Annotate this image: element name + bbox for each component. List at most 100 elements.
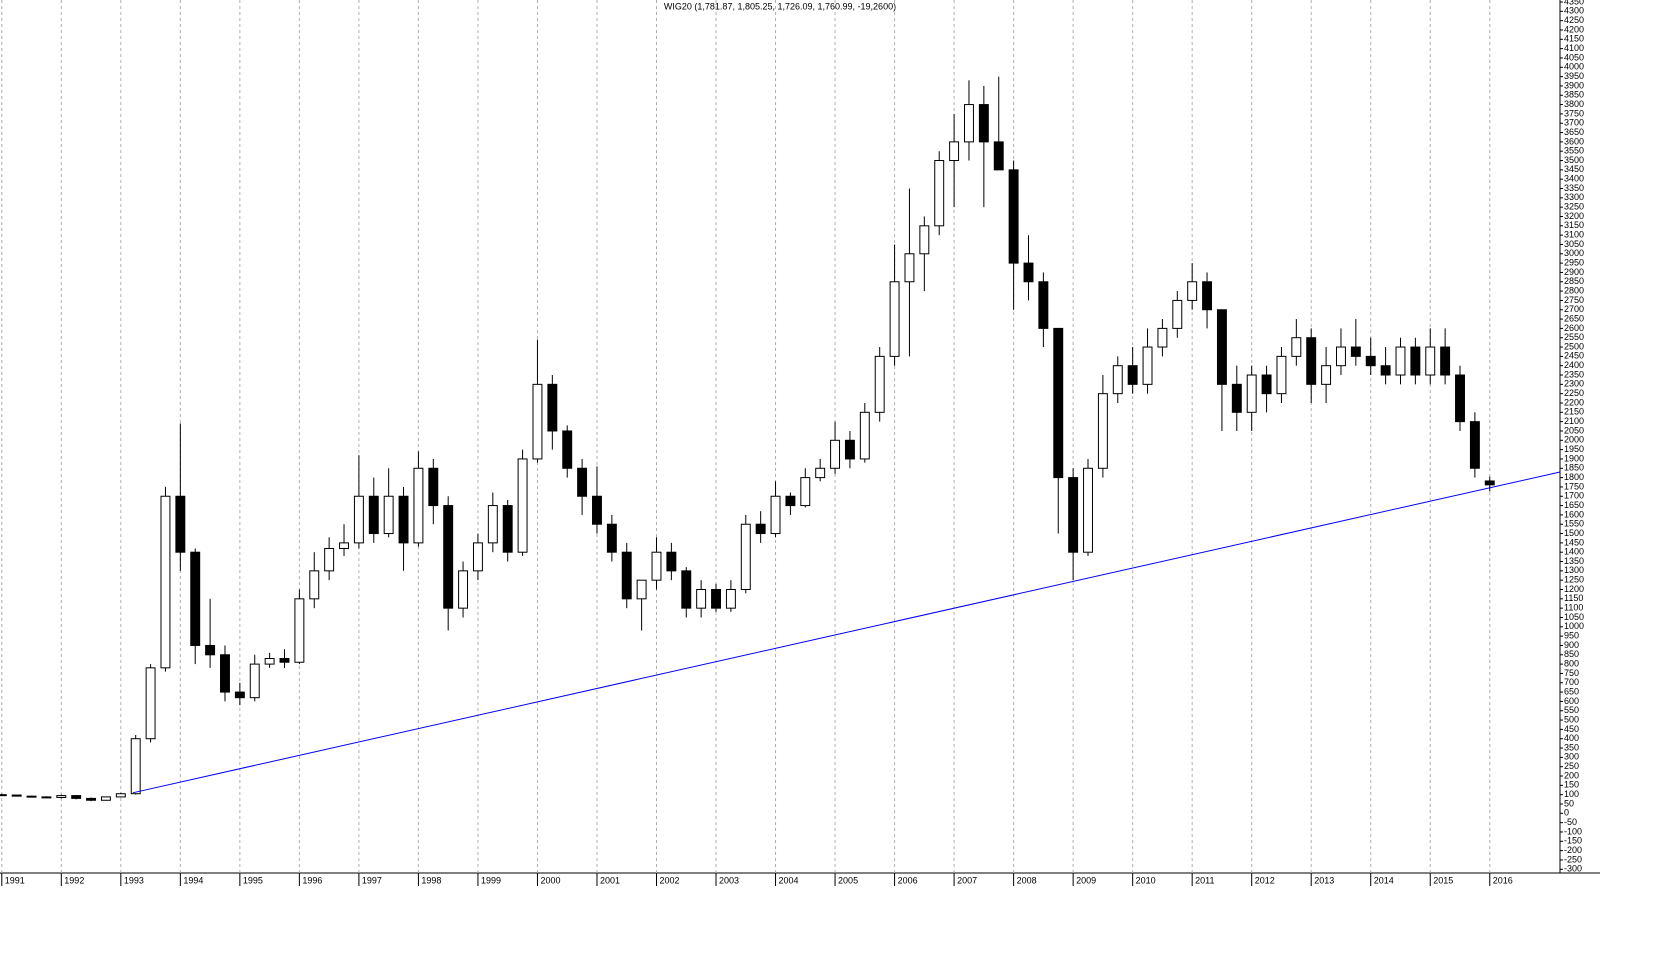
y-tick-label: 3200: [1564, 211, 1584, 221]
y-tick-label: 850: [1564, 649, 1579, 659]
y-tick-label: 1650: [1564, 500, 1584, 510]
y-tick-label: 3650: [1564, 127, 1584, 137]
candle-body: [502, 505, 513, 553]
candle-body: [874, 355, 885, 413]
candle-body: [696, 589, 707, 609]
candle-body: [844, 439, 855, 460]
candle-body: [1172, 299, 1183, 329]
candle-body: [1350, 346, 1361, 357]
candle-body: [11, 794, 22, 797]
candle-body: [919, 225, 930, 255]
y-tick-label: -50: [1564, 817, 1577, 827]
y-tick-label: 1850: [1564, 463, 1584, 473]
trendline: [132, 471, 1561, 794]
y-tick-label: -200: [1564, 845, 1582, 855]
candle-body: [770, 495, 781, 535]
candle-body: [1083, 467, 1093, 553]
candle-body: [1053, 327, 1064, 479]
y-tick-label: 1400: [1564, 547, 1584, 557]
candle-body: [859, 411, 870, 460]
x-tick-label: 2002: [659, 875, 679, 885]
y-tick-label: 550: [1564, 705, 1579, 715]
candle-body: [978, 104, 989, 143]
y-tick-label: 600: [1564, 696, 1579, 706]
candle-body: [1112, 365, 1123, 395]
candle-body: [1008, 169, 1019, 264]
candle-body: [1216, 309, 1227, 385]
candle-body: [785, 495, 796, 507]
y-tick-label: 1150: [1564, 593, 1583, 603]
y-tick-label: 3850: [1564, 90, 1584, 100]
y-tick-label: 3000: [1564, 248, 1584, 258]
y-tick-label: 1000: [1564, 621, 1584, 631]
candle-body: [383, 495, 394, 535]
candle-body: [130, 738, 141, 795]
candle-body: [1306, 337, 1317, 385]
y-tick-label: -150: [1564, 836, 1582, 846]
x-tick-label: 2005: [838, 875, 858, 885]
candle-body: [1097, 393, 1108, 469]
candle-body: [190, 551, 201, 646]
candle-body: [398, 495, 409, 544]
y-tick-label: -250: [1564, 854, 1582, 864]
y-tick-label: 3300: [1564, 192, 1584, 202]
candle-body: [175, 495, 186, 553]
candle-body: [815, 467, 826, 479]
y-tick-label: 350: [1564, 742, 1579, 752]
y-tick-label: 1100: [1564, 603, 1583, 613]
candle-body: [1023, 262, 1034, 283]
y-tick-label: 1250: [1564, 575, 1584, 585]
y-tick-label: 2500: [1564, 341, 1584, 351]
y-tick-label: 900: [1564, 640, 1579, 650]
candle-body: [993, 141, 1004, 171]
candle-body: [666, 551, 677, 572]
candle-body: [1425, 346, 1436, 376]
y-tick-label: 1800: [1564, 472, 1584, 482]
y-tick-label: -100: [1564, 826, 1582, 836]
candle-body: [1142, 346, 1153, 385]
y-tick-label: 1600: [1564, 509, 1584, 519]
candle-body: [934, 160, 945, 227]
candle-body: [41, 796, 52, 799]
y-tick-label: 4200: [1564, 24, 1584, 34]
x-tick-label: 2007: [957, 875, 977, 885]
x-tick-label: 1998: [421, 875, 441, 885]
candle-body: [1469, 421, 1480, 469]
y-tick-label: 4000: [1564, 62, 1584, 72]
y-tick-label: 1450: [1564, 537, 1584, 547]
y-tick-label: 1300: [1564, 565, 1584, 575]
y-tick-label: 1750: [1564, 481, 1584, 491]
candle-body: [145, 667, 156, 740]
x-tick-label: 2001: [600, 875, 620, 885]
candle-body: [220, 654, 230, 693]
candle-body: [353, 495, 364, 544]
candle-body: [86, 797, 97, 801]
candle-body: [339, 542, 349, 549]
x-tick-label: 2012: [1255, 875, 1275, 885]
y-tick-label: 3100: [1564, 230, 1584, 240]
y-tick-label: 1700: [1564, 491, 1584, 501]
y-tick-label: 2300: [1564, 379, 1584, 389]
y-tick-label: 4100: [1564, 43, 1584, 53]
y-tick-label: 1950: [1564, 444, 1584, 454]
candle-body: [532, 383, 543, 460]
candle-body: [56, 795, 67, 798]
candle-body: [324, 547, 335, 572]
x-tick-label: 2009: [1076, 875, 1096, 885]
y-tick-label: 150: [1564, 780, 1579, 790]
y-tick-label: 950: [1564, 631, 1579, 641]
candle-body: [547, 383, 558, 432]
y-tick-label: 3800: [1564, 99, 1584, 109]
y-tick-label: 500: [1564, 714, 1579, 724]
x-tick-label: 1996: [302, 875, 322, 885]
y-tick-label: 2850: [1564, 276, 1584, 286]
y-tick-label: 3500: [1564, 155, 1584, 165]
y-tick-label: 50: [1564, 798, 1574, 808]
y-tick-label: -300: [1564, 864, 1582, 874]
y-tick-label: 2450: [1564, 351, 1584, 361]
candle-body: [294, 598, 305, 663]
x-tick-label: 2008: [1017, 875, 1037, 885]
candle-body: [249, 663, 260, 699]
candle-body: [1038, 281, 1049, 329]
y-tick-label: 1500: [1564, 528, 1584, 538]
